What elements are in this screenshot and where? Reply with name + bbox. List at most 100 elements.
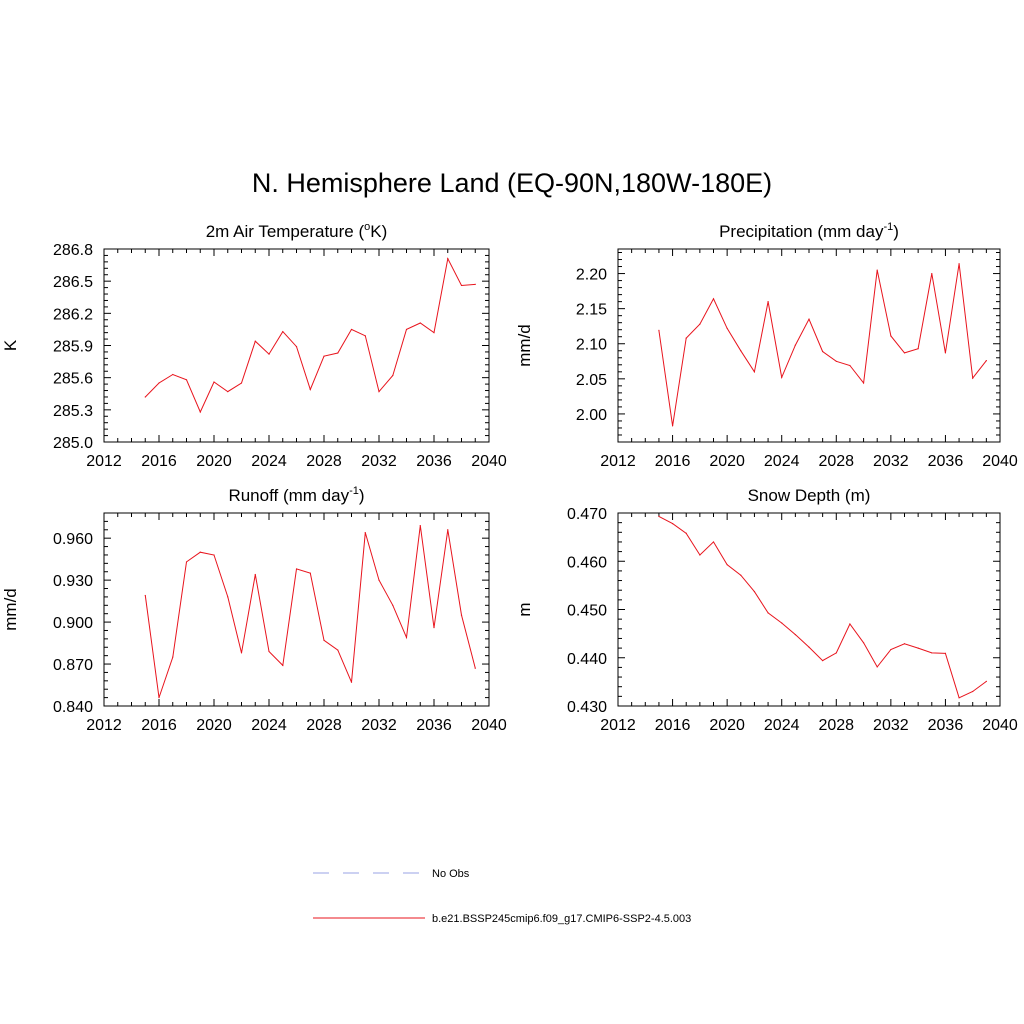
data-point xyxy=(753,371,756,373)
data-point xyxy=(419,322,421,324)
data-point xyxy=(378,391,380,393)
y-axis-label: K xyxy=(1,339,20,351)
data-point xyxy=(917,348,919,350)
data-point xyxy=(392,604,394,606)
x-tick-label: 2028 xyxy=(306,453,342,470)
x-tick-label: 2032 xyxy=(361,453,397,470)
data-point xyxy=(337,352,339,354)
y-tick-label: 0.430 xyxy=(567,699,607,716)
y-tick-label: 0.840 xyxy=(53,699,93,716)
y-tick-label: 0.440 xyxy=(567,651,607,668)
y-axis-label: mm/d xyxy=(1,588,20,631)
data-point xyxy=(972,377,974,379)
data-point xyxy=(712,541,715,543)
data-point xyxy=(447,258,449,260)
data-point xyxy=(849,623,851,625)
data-point xyxy=(227,596,229,598)
x-tick-label: 2020 xyxy=(196,453,232,470)
panel-3: 2012 2016 2020 2024 2028 2032 2036 2040 0.840 0.8… xyxy=(1,485,507,734)
y-tick-label: 285.0 xyxy=(53,435,93,452)
panel-title: Runoff (mm day-1) xyxy=(228,485,364,505)
data-point xyxy=(199,551,201,553)
x-tick-label: 2040 xyxy=(471,453,507,470)
data-point xyxy=(849,364,851,367)
data-point xyxy=(767,301,769,303)
data-point xyxy=(185,561,188,563)
data-point xyxy=(419,524,421,527)
data-point xyxy=(699,554,701,556)
data-point xyxy=(295,345,298,348)
x-tick-label: 2036 xyxy=(416,453,452,470)
panel-title: Precipitation (mm day-1) xyxy=(719,221,899,241)
x-tick-label: 2016 xyxy=(141,453,177,470)
panel-4: 2012 2016 2020 2024 2028 2032 2036 2040 0.430 0.4… xyxy=(515,486,1018,734)
y-tick-label: 286.8 xyxy=(53,242,93,259)
figure-title: N. Hemisphere Land (EQ-90N,180W-180E) xyxy=(251,168,773,198)
data-point xyxy=(227,391,229,393)
x-tick-label: 2020 xyxy=(709,453,745,470)
data-point xyxy=(323,639,325,641)
x-tick-label: 2012 xyxy=(86,717,122,734)
data-point xyxy=(794,633,796,636)
data-point xyxy=(917,647,919,649)
data-point xyxy=(808,646,810,648)
data-point xyxy=(323,355,325,357)
data-point xyxy=(213,381,215,383)
x-tick-label: 2012 xyxy=(600,717,636,734)
data-point xyxy=(862,382,865,384)
x-tick-label: 2036 xyxy=(928,453,964,470)
x-tick-label: 2012 xyxy=(86,453,122,470)
y-tick-label: 0.960 xyxy=(53,531,93,548)
y-tick-label: 2.20 xyxy=(576,267,607,284)
y-tick-label: 286.2 xyxy=(53,306,93,323)
legend-label: b.e21.BSSP245cmip6.f09_g17.CMIP6-SSP2-4.… xyxy=(432,913,691,925)
x-tick-label: 2020 xyxy=(196,717,232,734)
data-point xyxy=(309,572,311,574)
data-point xyxy=(364,335,366,337)
x-tick-label: 2024 xyxy=(764,453,800,470)
data-point xyxy=(268,353,270,355)
data-point xyxy=(944,652,947,655)
data-point xyxy=(931,652,933,654)
data-point xyxy=(822,350,824,353)
panel-1: 2012 2016 2020 2024 2028 2032 2036 2040 285.0 285… xyxy=(1,221,507,470)
data-point xyxy=(405,328,408,331)
data-point xyxy=(671,425,674,427)
y-tick-label: 2.10 xyxy=(576,337,607,354)
data-point xyxy=(958,263,960,265)
data-point xyxy=(364,531,366,534)
x-tick-label: 2016 xyxy=(655,453,691,470)
panel-2: 2012 2016 2020 2024 2028 2032 2036 2040 2.00 2.05… xyxy=(515,221,1018,470)
x-tick-label: 2032 xyxy=(873,453,909,470)
data-point xyxy=(282,330,284,333)
data-point xyxy=(985,680,987,682)
legend: No Obs b.e21.BSSP245cmip6.f09_g17.CMIP6-S… xyxy=(313,868,691,925)
data-point xyxy=(474,283,476,285)
data-point xyxy=(158,697,160,699)
y-tick-label: 286.5 xyxy=(53,274,93,291)
panel-title: 2m Air Temperature (oK) xyxy=(206,221,388,241)
data-point xyxy=(254,340,256,342)
data-point xyxy=(876,666,878,668)
plot-frame xyxy=(103,248,490,443)
data-point xyxy=(944,352,947,354)
data-point xyxy=(474,667,476,669)
x-tick-label: 2024 xyxy=(251,453,287,470)
data-point xyxy=(392,374,394,377)
data-point xyxy=(876,269,878,271)
data-point xyxy=(433,627,435,629)
x-tick-label: 2028 xyxy=(818,453,854,470)
y-tick-label: 285.9 xyxy=(53,339,93,356)
y-tick-label: 0.450 xyxy=(567,603,607,620)
y-tick-label: 0.930 xyxy=(53,573,93,590)
data-point xyxy=(658,515,660,517)
data-point xyxy=(835,652,837,654)
data-point xyxy=(295,568,298,570)
x-tick-label: 2040 xyxy=(982,453,1018,470)
data-point xyxy=(685,532,687,534)
x-tick-label: 2012 xyxy=(600,453,636,470)
data-point xyxy=(460,284,463,287)
plot-frame xyxy=(617,248,1001,443)
x-tick-label: 2024 xyxy=(251,717,287,734)
